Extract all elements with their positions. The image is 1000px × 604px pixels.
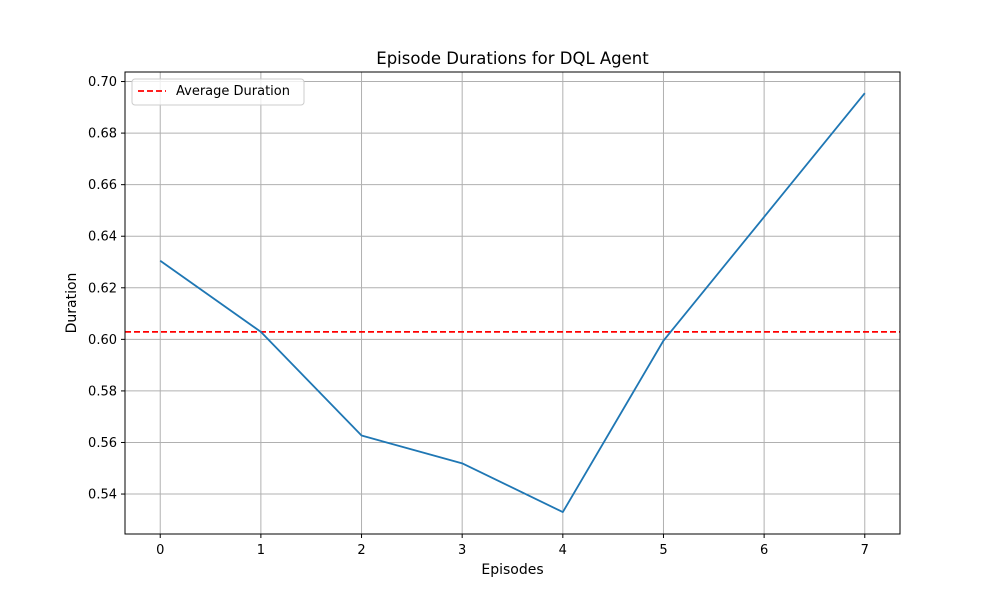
plot-frame — [124, 71, 901, 535]
x-axis: 0 1 2 3 4 5 6 7 — [156, 534, 869, 558]
x-tick-label: 5 — [659, 543, 667, 558]
y-tick-label: 0.60 — [88, 333, 117, 348]
y-axis-label: Duration — [64, 273, 80, 334]
y-axis: 0.54 0.56 0.58 0.60 0.62 0.64 0.66 0.68 0.70 — [88, 75, 125, 503]
legend-label-average-duration: Average Duration — [176, 84, 290, 99]
legend: Average Duration — [131, 78, 305, 106]
y-tick-label: 0.58 — [88, 384, 117, 399]
x-tick-label: 6 — [760, 543, 768, 558]
y-tick-label: 0.56 — [88, 436, 117, 451]
y-tick-label: 0.70 — [88, 75, 117, 90]
chart-title: Episode Durations for DQL Agent — [376, 49, 649, 68]
y-tick-label: 0.66 — [88, 178, 117, 193]
grid — [125, 72, 900, 534]
duration-series-line — [159, 92, 866, 513]
x-tick-label: 7 — [861, 543, 869, 558]
y-tick-label: 0.62 — [88, 281, 117, 296]
y-tick-label: 0.68 — [88, 127, 117, 142]
x-tick-label: 0 — [156, 543, 164, 558]
x-tick-label: 4 — [559, 543, 567, 558]
legend-box — [131, 78, 305, 106]
x-tick-label: 2 — [357, 543, 365, 558]
plot-data — [125, 92, 900, 513]
y-tick-label: 0.64 — [88, 230, 117, 245]
x-tick-label: 1 — [257, 543, 265, 558]
y-tick-label: 0.54 — [88, 488, 117, 503]
x-tick-label: 3 — [458, 543, 466, 558]
x-axis-label: Episodes — [481, 562, 543, 578]
